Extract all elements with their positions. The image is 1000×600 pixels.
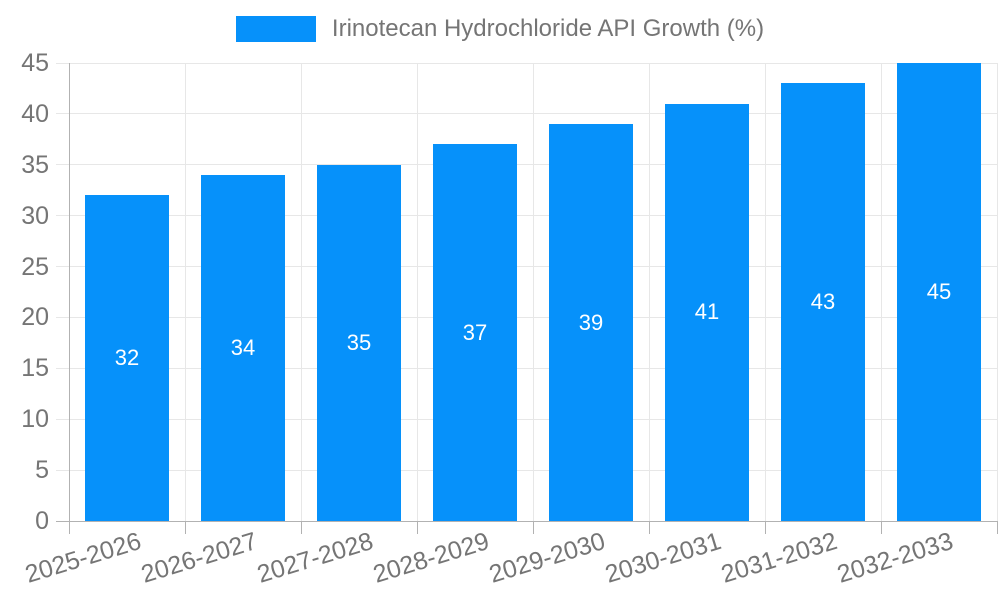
x-gridline [532, 63, 534, 521]
bar-value-label: 45 [926, 279, 952, 304]
x-axis-label: 2027-2028 [254, 527, 377, 589]
y-axis-tick [56, 62, 69, 64]
x-gridline [764, 63, 766, 521]
x-axis-label: 2025-2026 [22, 527, 145, 589]
x-axis-tick [880, 521, 882, 534]
x-gridline [880, 63, 882, 521]
bar-value-label: 43 [810, 289, 836, 315]
x-axis-label: 2030-2031 [602, 527, 725, 589]
x-axis-label: 2028-2029 [370, 527, 493, 589]
x-gridline [648, 63, 650, 521]
x-gridline [300, 63, 302, 521]
bar [549, 124, 633, 521]
y-axis-tick [56, 164, 69, 166]
bar [85, 195, 169, 521]
y-axis-tick [56, 520, 69, 522]
x-axis-tick [996, 521, 998, 534]
bar [897, 63, 981, 521]
y-axis-label: 30 [21, 201, 49, 230]
bar [665, 103, 749, 521]
x-axis-tick [184, 521, 186, 534]
x-axis-label: 2031-2032 [718, 527, 841, 589]
x-axis-label: 2032-2033 [834, 527, 957, 589]
x-axis-tick [68, 521, 70, 534]
y-axis-label: 0 [35, 507, 49, 535]
x-gridline [416, 63, 418, 521]
x-axis-tick [648, 521, 650, 534]
y-axis-label: 25 [21, 252, 49, 281]
bar-value-label: 39 [578, 309, 604, 335]
bar-value-label: 32 [114, 345, 140, 371]
y-axis-tick [56, 469, 69, 471]
y-axis-tick [56, 367, 69, 369]
bar [201, 174, 285, 521]
y-axis-tick [56, 113, 69, 115]
x-gridline [184, 63, 186, 521]
y-axis-tick [56, 215, 69, 217]
bar-value-label: 41 [694, 299, 720, 325]
y-axis-line [68, 63, 70, 521]
y-axis-label: 35 [21, 150, 49, 179]
x-axis-tick [532, 521, 534, 534]
x-axis-label: 2026-2027 [138, 527, 261, 589]
x-axis-tick [416, 521, 418, 534]
y-axis-tick [56, 418, 69, 420]
x-gridline [996, 63, 998, 521]
y-axis-tick [56, 316, 69, 318]
bar-value-label: 35 [346, 329, 372, 355]
bar [317, 164, 401, 521]
legend-item[interactable]: Irinotecan Hydrochloride API Growth (%) [0, 15, 1000, 42]
x-axis-tick [300, 521, 302, 534]
bar-value-label: 37 [462, 319, 488, 345]
bar [781, 83, 865, 521]
legend-label: Irinotecan Hydrochloride API Growth (%) [331, 15, 765, 42]
legend-swatch [235, 15, 316, 42]
y-axis-label: 10 [21, 405, 49, 434]
bar-value-label: 34 [230, 334, 256, 360]
bar [433, 144, 517, 521]
y-axis-label: 20 [21, 303, 49, 332]
y-axis-label: 5 [35, 456, 49, 485]
y-axis-label: 15 [21, 354, 49, 383]
y-axis-label: 45 [21, 49, 49, 77]
x-axis-label: 2029-2030 [486, 527, 609, 589]
y-axis-label: 40 [21, 99, 49, 128]
y-axis-tick [56, 266, 69, 268]
x-axis-line [69, 520, 997, 522]
x-axis-tick [764, 521, 766, 534]
